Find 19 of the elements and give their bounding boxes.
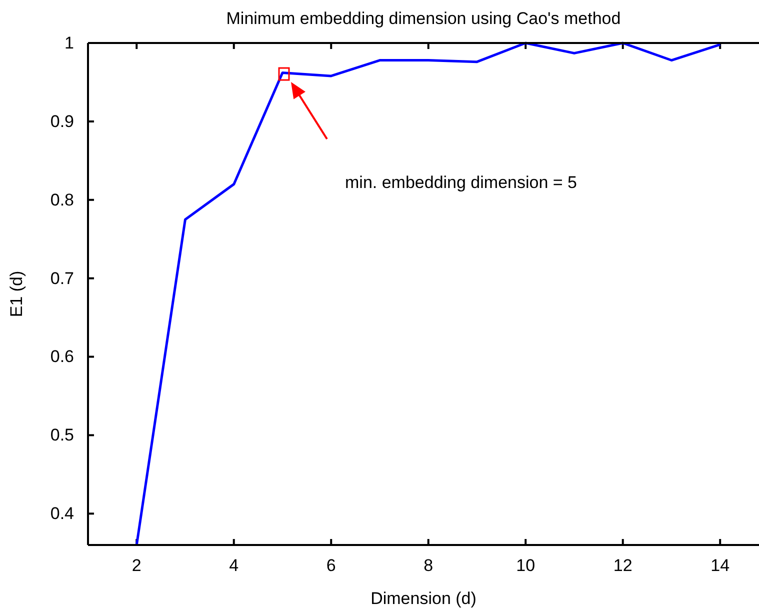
x-tick-label: 2 xyxy=(132,556,142,576)
y-tick-label: 0.7 xyxy=(50,268,74,288)
y-tick-label: 0.6 xyxy=(50,347,74,366)
y-tick-label: 0.8 xyxy=(50,190,74,210)
x-axis-title: Dimension (d) xyxy=(370,589,476,608)
y-tick-label: 0.5 xyxy=(50,426,74,445)
y-axis-title: E1 (d) xyxy=(7,270,26,318)
x-tick-label: 6 xyxy=(326,556,336,576)
x-tick-label: 8 xyxy=(424,556,434,576)
annotation: min. embedding dimension = 5 xyxy=(345,173,577,192)
x-tick-label: 10 xyxy=(516,556,536,576)
y-tick-label: 0.4 xyxy=(50,504,74,524)
chart-title: Minimum embedding dimension using Cao's method xyxy=(226,9,621,28)
y-tick-label: 0.9 xyxy=(50,112,74,131)
line-series xyxy=(135,42,722,545)
x-tick-label: 4 xyxy=(229,556,239,576)
y-tick-label: 1 xyxy=(64,33,74,52)
x-tick-label: 12 xyxy=(613,556,632,576)
x-tick-label: 14 xyxy=(710,556,730,576)
